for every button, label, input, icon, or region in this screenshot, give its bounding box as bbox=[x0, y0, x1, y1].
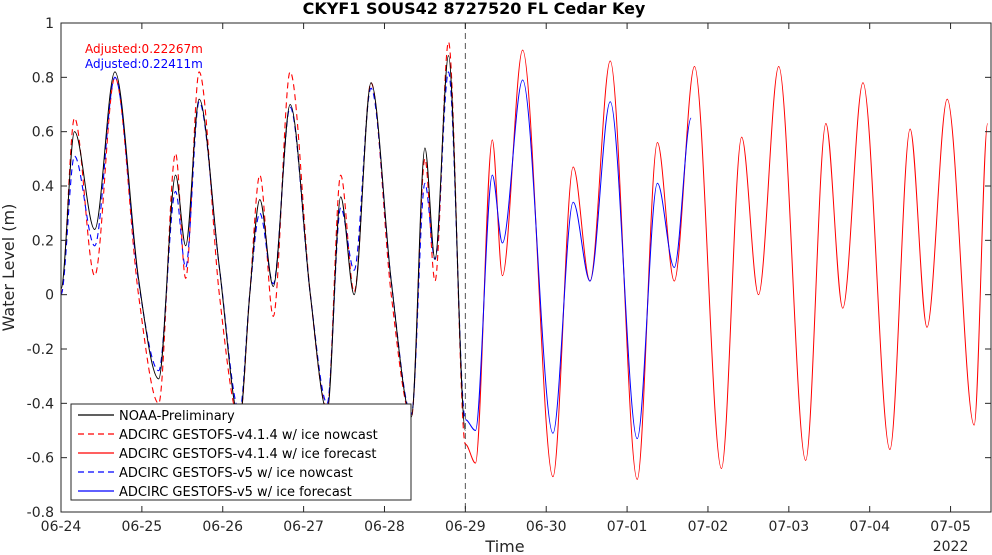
series-line-2 bbox=[465, 49, 989, 480]
x-tick-label: 07-05 bbox=[930, 519, 971, 535]
y-tick-label: 0 bbox=[45, 288, 54, 304]
adjusted-annotation-1: Adjusted:0.22411m bbox=[85, 57, 203, 71]
x-tick-label: 06-28 bbox=[364, 519, 405, 535]
series-lines bbox=[61, 41, 989, 480]
y-tick-label: 0.8 bbox=[32, 70, 54, 86]
y-axis-title: Water Level (m) bbox=[0, 204, 18, 332]
axes: -0.8 -0.6 -0.4 -0.2 0 0.2 0.4 0.6 0.8 1 06-24 06-25… bbox=[27, 16, 992, 535]
x-tick-label: 06-27 bbox=[283, 519, 324, 535]
legend-label-0: NOAA-Preliminary bbox=[119, 409, 235, 424]
y-tick-label: 0.6 bbox=[32, 125, 54, 141]
series-line-4 bbox=[465, 79, 692, 440]
y-tick-label: 0.4 bbox=[32, 179, 54, 195]
legend-label-3: ADCIRC GESTOFS-v5 w/ ice nowcast bbox=[119, 466, 353, 481]
plot-area bbox=[61, 23, 989, 512]
x-tick-label: 07-01 bbox=[607, 519, 648, 535]
y-tick-label: 0.2 bbox=[32, 233, 54, 249]
y-tick-label: -0.6 bbox=[27, 451, 54, 467]
series-line-3 bbox=[61, 71, 466, 421]
legend-label-2: ADCIRC GESTOFS-v4.1.4 w/ ice forecast bbox=[119, 447, 376, 462]
legend: NOAA-Preliminary ADCIRC GESTOFS-v4.1.4 w/… bbox=[70, 403, 412, 501]
x-axis-title: Time bbox=[484, 537, 524, 555]
series-line-0 bbox=[61, 55, 466, 431]
x-tick-label: 07-03 bbox=[768, 519, 809, 535]
y-tick-label: -0.4 bbox=[27, 396, 54, 412]
chart-title: CKYF1 SOUS42 8727520 FL Cedar Key bbox=[303, 0, 646, 18]
legend-box bbox=[70, 403, 412, 501]
x-tick-label: 06-30 bbox=[526, 519, 567, 535]
adjusted-annotation-0: Adjusted:0.22267m bbox=[85, 42, 203, 56]
y-tick-label: -0.2 bbox=[27, 342, 54, 358]
y-tick-label: -0.8 bbox=[27, 505, 54, 521]
legend-label-1: ADCIRC GESTOFS-v4.1.4 w/ ice nowcast bbox=[119, 428, 378, 443]
x-tick-label: 07-04 bbox=[849, 519, 890, 535]
x-axis-year-label: 2022 bbox=[933, 539, 969, 555]
x-tick-label: 06-25 bbox=[122, 519, 163, 535]
x-tick-label: 06-29 bbox=[445, 519, 486, 535]
x-tick-label: 06-24 bbox=[41, 519, 82, 535]
y-tick-label: 1 bbox=[45, 16, 54, 32]
x-tick-label: 06-26 bbox=[202, 519, 243, 535]
x-tick-label: 07-02 bbox=[688, 519, 729, 535]
legend-label-4: ADCIRC GESTOFS-v5 w/ ice forecast bbox=[119, 485, 352, 500]
axes-frame bbox=[60, 22, 992, 513]
